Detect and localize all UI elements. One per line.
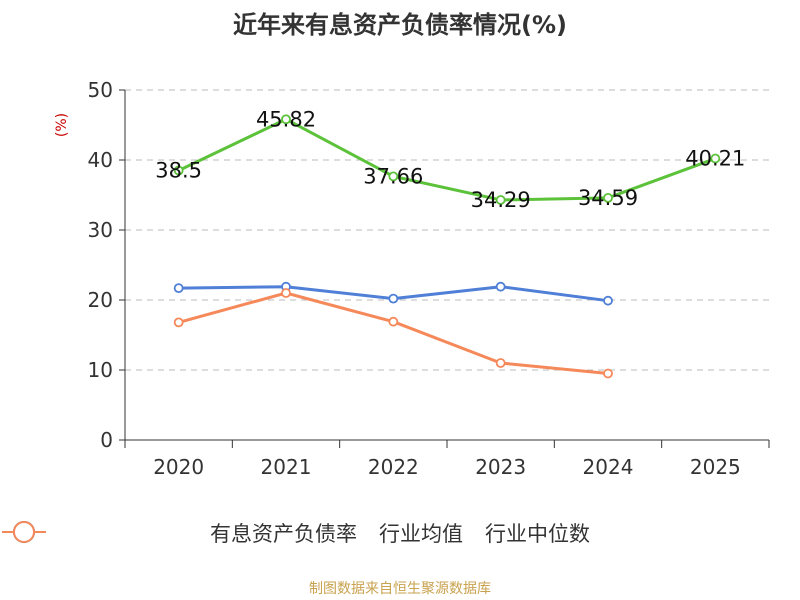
data-point xyxy=(388,293,399,304)
data-point xyxy=(495,195,506,205)
x-tick-label: 2025 xyxy=(690,455,741,479)
data-point xyxy=(603,295,613,306)
y-tick-label: 0 xyxy=(100,428,113,452)
data-point xyxy=(710,153,721,164)
x-tick-label: 2023 xyxy=(475,455,526,479)
legend-item-industry-median[interactable]: 行业中位数 xyxy=(2,518,590,548)
data-point xyxy=(603,192,613,203)
data-point xyxy=(173,165,184,176)
y-tick-label: 20 xyxy=(88,288,113,312)
data-point xyxy=(173,283,184,294)
data-point xyxy=(281,114,291,125)
series-line-2 xyxy=(178,291,609,375)
chart-title: 近年来有息资产负债率情况(%) xyxy=(233,11,567,39)
data-point xyxy=(388,316,399,327)
data-point xyxy=(603,368,613,379)
y-axis-unit-label: (%) xyxy=(54,113,70,137)
legend-item-debt-ratio[interactable]: 有息资产负债率 xyxy=(2,518,357,548)
data-point xyxy=(173,317,184,328)
data-point xyxy=(495,281,506,292)
data-label: 34.59 xyxy=(578,186,638,210)
y-tick-label: 40 xyxy=(88,148,113,172)
x-tick-label: 2024 xyxy=(583,455,634,479)
legend-marker-industry-median xyxy=(2,521,46,543)
legend-item-industry-average[interactable]: 行业均值 xyxy=(2,518,463,548)
data-point xyxy=(388,171,399,182)
data-label: 40.21 xyxy=(685,147,745,171)
data-label: 34.29 xyxy=(471,188,531,212)
y-tick-label: 30 xyxy=(88,218,113,242)
legend-label-industry-median: 行业中位数 xyxy=(485,522,590,546)
legend-label-debt-ratio: 有息资产负债率 xyxy=(210,522,357,546)
data-point xyxy=(281,288,291,298)
data-source-note: 制图数据来自恒生聚源数据库 xyxy=(309,581,491,597)
data-label: 38.5 xyxy=(155,159,202,183)
data-point xyxy=(495,358,506,368)
legend: 有息资产负债率 行业均值 行业中位数 xyxy=(0,518,800,548)
legend-label-industry-average: 行业均值 xyxy=(379,522,463,546)
data-label: 37.66 xyxy=(363,164,423,188)
y-tick-label: 10 xyxy=(88,358,113,382)
x-tick-label: 2020 xyxy=(153,455,204,479)
y-tick-label: 50 xyxy=(88,78,113,102)
x-tick-label: 2021 xyxy=(261,455,312,479)
data-label: 45.82 xyxy=(256,107,316,131)
series-line-0 xyxy=(178,117,716,202)
x-tick-label: 2022 xyxy=(368,455,419,479)
